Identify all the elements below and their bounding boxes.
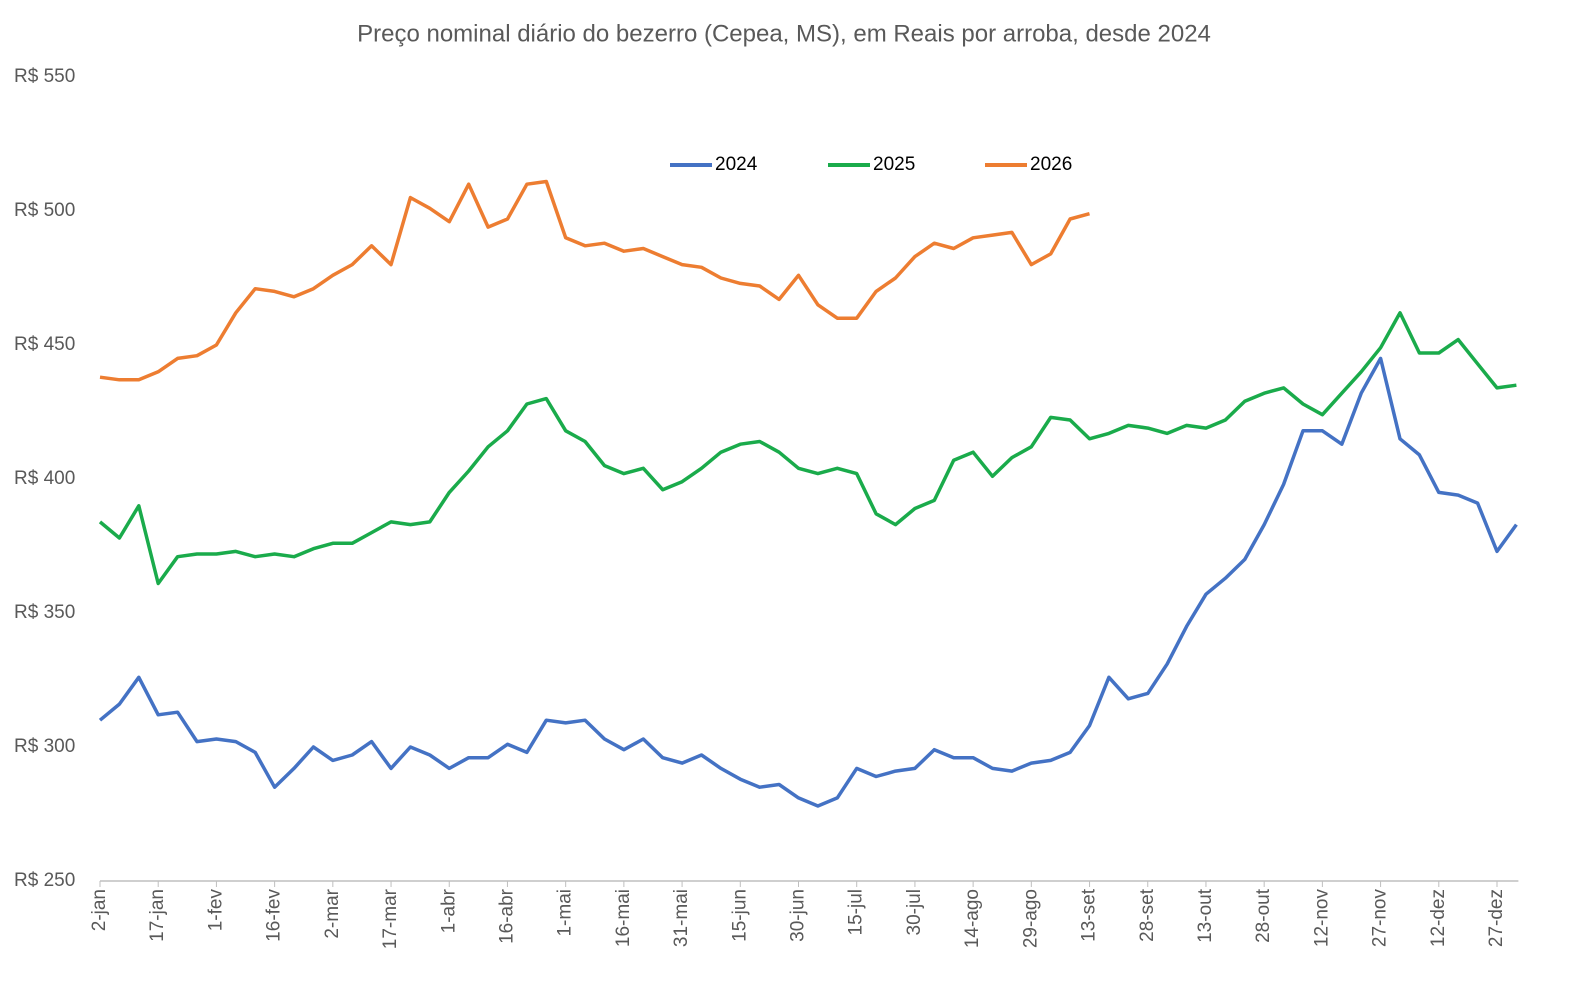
x-tick-label: 30-jul	[904, 889, 925, 935]
series-line	[98, 356, 1518, 808]
y-tick-label: R$ 400	[14, 468, 75, 489]
x-tick-label: 28-set	[1137, 888, 1158, 942]
x-tick-label: 15-jun	[729, 889, 750, 942]
series-line	[99, 179, 1090, 382]
y-tick-label: R$ 300	[14, 736, 75, 757]
x-tick-label: 2-mar	[322, 888, 343, 938]
x-tick-label: 1-fev	[205, 889, 226, 932]
x-tick-label: 14-ago	[962, 889, 983, 948]
x-tick-label: 17-mar	[380, 888, 401, 949]
legend-label: 2026	[1030, 154, 1072, 175]
x-tick-label: 30-jun	[788, 889, 809, 942]
x-tick-label: 17-jan	[147, 889, 168, 942]
chart-title: Preço nominal diário do bezerro (Cepea, …	[357, 20, 1211, 47]
series-line	[98, 311, 1517, 586]
x-tick-label: 1-mai	[555, 889, 576, 937]
x-tick-label: 2-jan	[89, 889, 110, 931]
x-tick-label: 12-dez	[1428, 889, 1449, 947]
x-tick-label: 1-abr	[438, 888, 459, 933]
y-tick-label: R$ 250	[14, 870, 75, 891]
x-tick-label: 12-nov	[1311, 889, 1332, 948]
legend-label: 2025	[873, 154, 915, 175]
x-tick-label: 13-set	[1079, 888, 1100, 942]
y-tick-label: R$ 450	[14, 334, 75, 355]
y-tick-label: R$ 550	[14, 66, 75, 87]
x-tick-label: 28-out	[1253, 888, 1274, 943]
legend-label: 2024	[715, 154, 758, 175]
x-tick-label: 16-fev	[264, 889, 285, 942]
x-tick-label: 27-nov	[1370, 889, 1391, 948]
x-tick-label: 13-out	[1195, 888, 1216, 943]
x-tick-label: 16-abr	[496, 888, 517, 944]
x-tick-label: 31-mai	[671, 889, 692, 947]
y-tick-label: R$ 500	[14, 200, 75, 221]
x-tick-label: 16-mai	[613, 889, 634, 947]
x-tick-label: 27-dez	[1486, 889, 1507, 947]
x-tick-label: 29-ago	[1020, 889, 1041, 948]
y-tick-label: R$ 350	[14, 602, 75, 623]
x-tick-label: 15-jul	[846, 889, 867, 935]
